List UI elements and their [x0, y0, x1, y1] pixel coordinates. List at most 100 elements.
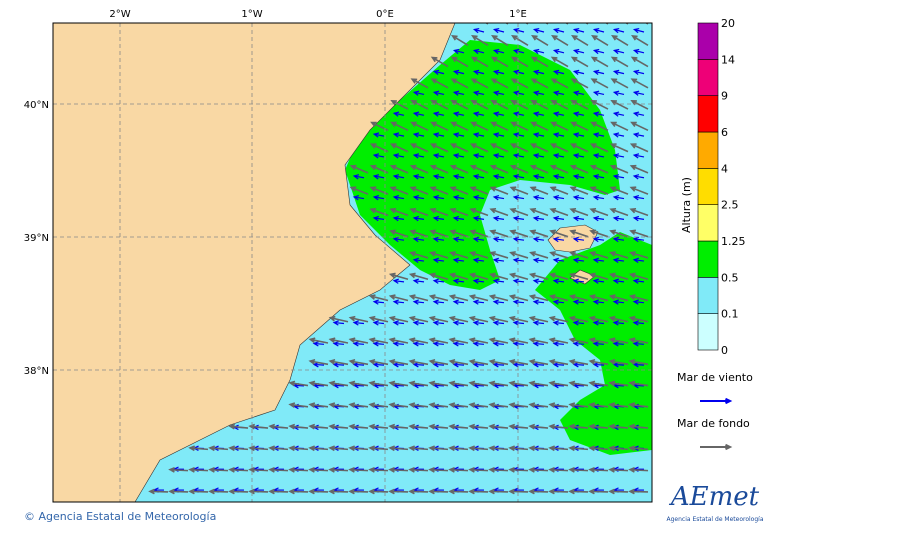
swell-arrow	[488, 488, 509, 495]
swell-arrow	[528, 380, 549, 387]
swell-arrow	[488, 380, 509, 387]
swell-arrow	[288, 402, 309, 408]
swell-arrow	[589, 164, 609, 174]
swell-arrow	[548, 337, 569, 344]
wind-sea-arrow	[412, 111, 425, 117]
wind-sea-arrow	[532, 236, 545, 243]
swell-arrow	[568, 272, 589, 280]
logo: AEmet Agencia Estatal de Meteorología	[667, 482, 764, 523]
legend-label: Mar de viento	[677, 371, 753, 384]
swell-arrow	[448, 272, 469, 280]
swell-arrow	[488, 337, 509, 344]
swell-arrow	[549, 164, 569, 174]
colorbar-swatch	[697, 95, 719, 133]
wind-sea-arrow	[572, 153, 585, 159]
swell-arrow	[469, 143, 489, 153]
wind-sea-arrow	[592, 320, 605, 326]
swell-arrow	[368, 402, 389, 408]
swell-arrow	[410, 78, 429, 89]
colorbar-label: 20	[721, 17, 735, 30]
swell-arrow	[409, 207, 429, 217]
swell-arrow	[510, 121, 529, 132]
swell-arrow	[469, 229, 489, 238]
wind-sea-arrow	[512, 215, 525, 222]
wind-sea-arrow	[532, 69, 545, 75]
swell-arrow	[368, 315, 389, 323]
wind-sea-arrow	[572, 299, 585, 305]
swell-arrow	[610, 121, 629, 132]
wind-sea-arrow	[572, 69, 585, 75]
swell-arrow	[489, 251, 509, 259]
legend: Mar de viento Mar de fondo	[677, 371, 753, 451]
swell-arrow	[449, 164, 469, 174]
wind-sea-arrow	[592, 299, 605, 305]
wind-sea-arrow	[512, 299, 525, 305]
swell-arrow	[449, 207, 469, 217]
swell-arrow	[308, 380, 329, 387]
swell-arrow	[531, 34, 549, 46]
swell-arrow	[450, 121, 469, 132]
swell-arrow	[590, 100, 609, 110]
wind-sea-arrow	[372, 215, 385, 222]
swell-arrow	[609, 229, 629, 238]
wind-sea-arrow	[572, 174, 585, 180]
swell-arrow	[569, 164, 589, 174]
swell-arrow	[428, 402, 449, 408]
swell-arrow	[308, 488, 329, 495]
swell-arrow	[390, 121, 409, 132]
swell-arrow	[468, 423, 489, 430]
wind-sea-arrow	[552, 299, 565, 305]
swell-arrow	[609, 207, 629, 217]
wind-sea-arrow	[552, 278, 565, 284]
swell-arrow	[588, 294, 609, 302]
swell-arrow	[248, 423, 269, 430]
wind-sea-arrow	[552, 257, 565, 263]
swell-arrow	[148, 488, 169, 495]
swell-arrow	[208, 466, 229, 473]
swell-arrow	[288, 445, 309, 452]
swell-arrow	[448, 402, 469, 408]
swell-arrow	[609, 164, 629, 174]
swell-arrow	[408, 488, 429, 495]
wind-sea-arrow	[352, 194, 365, 201]
swell-arrow	[228, 466, 249, 473]
swell-arrow	[408, 445, 429, 452]
swell-arrow	[488, 315, 509, 323]
wind-sea-arrow	[512, 257, 525, 263]
swell-arrow	[490, 56, 509, 68]
swell-arrow	[569, 186, 589, 195]
wind-sea-arrow	[612, 48, 625, 55]
wind-sea-arrow	[452, 132, 465, 138]
swell-arrow	[388, 488, 409, 495]
swell-arrow	[589, 251, 609, 259]
wind-sea-arrow	[492, 174, 505, 180]
swell-arrow	[288, 488, 309, 495]
wind-sea-arrow	[592, 174, 605, 180]
swell-arrow	[508, 359, 529, 366]
swell-arrow	[588, 402, 609, 408]
swell-arrow	[568, 380, 589, 387]
swell-arrow	[508, 466, 529, 473]
swell-arrow	[571, 34, 589, 46]
wind-sea-arrow	[492, 132, 505, 138]
swell-arrow	[550, 78, 569, 89]
swell-arrow	[188, 488, 209, 495]
swell-arrow	[509, 186, 529, 195]
swell-arrow	[588, 315, 609, 323]
swell-arrow	[428, 337, 449, 344]
swell-arrow	[449, 251, 469, 259]
swell-arrow	[328, 466, 349, 473]
swell-arrow	[388, 466, 409, 473]
swell-arrow	[468, 337, 489, 344]
swell-arrow	[471, 34, 489, 46]
wind-sea-arrow	[412, 299, 425, 305]
swell-arrow	[528, 423, 549, 430]
swell-arrow	[470, 56, 489, 68]
wind-sea-arrow	[572, 257, 585, 263]
wind-sea-arrow	[552, 48, 565, 55]
wind-sea-arrow	[572, 236, 585, 243]
swell-arrow	[628, 380, 649, 387]
wind-sea-arrow	[632, 111, 645, 117]
wind-sea-arrow	[452, 174, 465, 180]
wind-sea-arrow	[412, 236, 425, 243]
